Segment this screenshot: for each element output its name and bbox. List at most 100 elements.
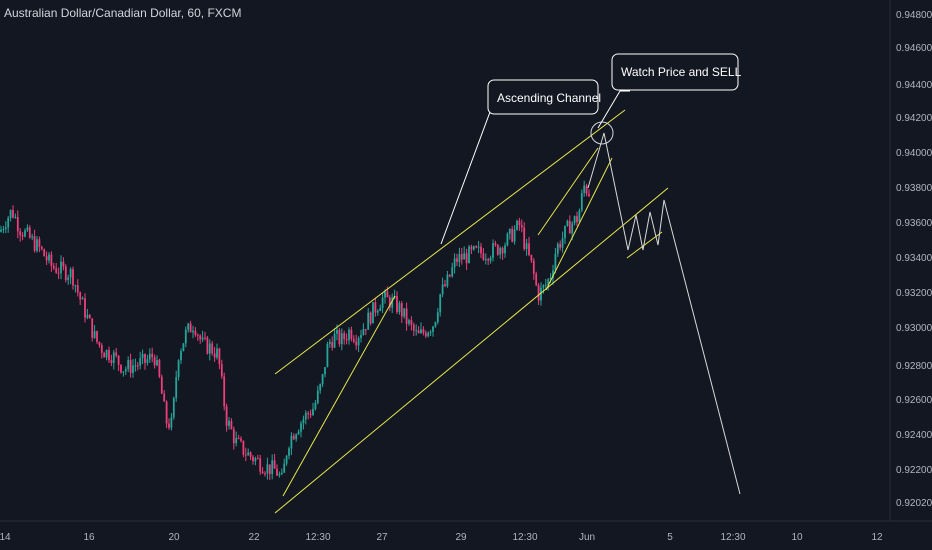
time-tick-label: 12:30 (305, 532, 330, 543)
candle-body (117, 355, 120, 365)
candle-body (494, 243, 497, 245)
candle-body (108, 350, 110, 361)
candle-body (170, 417, 173, 428)
candle-body (384, 291, 386, 298)
candle-body (312, 408, 314, 416)
candle-body (160, 376, 163, 394)
candle-body (372, 302, 374, 324)
candle-body (588, 193, 590, 197)
candle-body (537, 285, 540, 301)
candle-body (228, 420, 230, 426)
callout-ascending-channel[interactable]: Ascending Channel (487, 79, 601, 115)
candle-body (252, 456, 254, 462)
candle-body (446, 274, 449, 287)
callout-ascending-channel-text: Ascending Channel (497, 91, 601, 105)
candle-body (208, 343, 211, 354)
candle-body (465, 253, 468, 264)
candle-body (504, 245, 506, 254)
candle-body (33, 236, 36, 251)
time-tick-label: 12:30 (720, 532, 745, 543)
price-tick-label: 0.92600 (896, 395, 932, 406)
price-tick-label: 0.93000 (896, 323, 932, 334)
candle-body (52, 265, 55, 269)
candle-body (69, 269, 72, 278)
candle-body (62, 261, 65, 267)
candle-body (580, 192, 583, 211)
candle-body (240, 438, 242, 441)
candle-body (204, 337, 206, 339)
candle-body (199, 335, 202, 340)
candle-body (578, 210, 581, 223)
candle-body (9, 209, 12, 218)
candle-body (127, 359, 130, 370)
candle-body (201, 337, 204, 340)
price-tick-label: 0.94600 (896, 43, 932, 54)
candle-body (554, 253, 557, 271)
price-tick-label: 0.93400 (896, 253, 932, 264)
time-tick-label: 29 (455, 532, 467, 543)
candle-body (12, 209, 14, 218)
candle-body (355, 341, 358, 346)
candle-body (508, 228, 511, 234)
candle-body (4, 227, 7, 230)
candle-body (88, 315, 91, 319)
candle-body (16, 217, 19, 232)
candle-body (484, 259, 487, 261)
candle-body (26, 227, 29, 231)
channel-upper-line (274, 109, 626, 375)
candle-body (28, 227, 31, 238)
candle-body (388, 297, 391, 308)
candle-body (112, 352, 115, 363)
price-axis[interactable]: 0.94800 0.94600 0.94400 0.94200 0.94000 0.938… (896, 10, 932, 509)
candle-body (230, 420, 233, 430)
candle-body (55, 268, 58, 273)
candle-body (576, 216, 578, 223)
candle-body (120, 364, 122, 373)
price-tick-label: 0.93200 (896, 288, 932, 299)
candle-body (532, 260, 535, 274)
price-tick-label: 0.92400 (896, 430, 932, 441)
candle-body (489, 257, 492, 261)
candle-body (280, 472, 283, 475)
candle-body (458, 254, 461, 262)
callout-watch-price[interactable]: Watch Price and SELL (611, 53, 742, 91)
candle-body (76, 285, 79, 293)
candle-body (427, 332, 430, 337)
candle-body (158, 359, 161, 377)
candle-body (220, 364, 223, 377)
candle-body (542, 285, 545, 288)
time-axis[interactable]: 14 16 20 22 12:30 27 29 12:30 Jun 5 12:30 10 12 (0, 532, 883, 543)
wedge-line-2 (537, 147, 599, 236)
wedge-line-1 (282, 295, 396, 497)
candle-body (122, 371, 125, 373)
candle-body (432, 326, 434, 332)
candle-body (319, 384, 322, 391)
candle-body (91, 318, 94, 338)
candle-body (439, 294, 442, 313)
candle-body (513, 229, 516, 242)
candle-body (470, 246, 473, 250)
candle-body (304, 412, 307, 420)
candle-body (477, 246, 480, 248)
candle-body (326, 343, 329, 368)
candle-body (156, 359, 158, 366)
price-tick-label: 0.93800 (896, 183, 932, 194)
candle-body (189, 323, 192, 333)
candle-body (86, 315, 89, 318)
candle-body (523, 227, 526, 249)
candle-body (566, 220, 569, 226)
candle-body (429, 331, 432, 333)
candle-body (352, 338, 355, 342)
candle-body (412, 324, 415, 331)
candle-body (525, 243, 528, 249)
candle-body (568, 220, 571, 234)
candle-body (583, 185, 586, 193)
candle-body (336, 330, 338, 334)
candle-body (487, 259, 490, 261)
candle-body (571, 223, 574, 234)
candle-body (271, 460, 274, 475)
candle-body (45, 256, 48, 261)
candle-body (345, 339, 348, 341)
candle-body (196, 334, 199, 336)
